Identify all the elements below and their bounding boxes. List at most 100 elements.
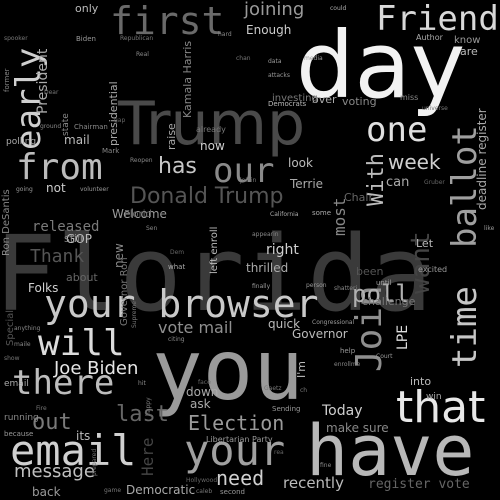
word-volunteer: volunteer [80,186,109,193]
word-presidential: presidential [107,81,120,146]
word-congressional: Congressional [312,319,355,326]
word-back: back [32,485,61,499]
word-libertarian-party: Libertarian Party [206,435,273,444]
word-could: could [330,5,347,12]
word-first: first [110,0,225,43]
word-will: will [38,323,125,364]
word-terrie: Terrie [290,177,324,191]
word-finally: finally [252,283,271,290]
word-right: right [266,242,299,258]
word-mail: mail [64,133,90,147]
word-what: what [168,263,186,271]
word-week: week [388,150,441,174]
word-enough: Enough [246,23,292,37]
word-have: have [306,410,475,492]
word-some: some [312,209,332,217]
word-donald-trump: Donald Trump [130,184,284,209]
word-now: now [200,139,225,153]
word-time: time [445,286,485,368]
word-out: out [32,410,72,435]
word-know: know [454,35,481,46]
word-message: message [14,461,95,482]
word-ch: ch [300,387,308,394]
word-into: into [410,375,432,388]
word-california: California [270,211,299,218]
word-anything: anything [14,325,41,332]
word-president: President [35,48,51,114]
word-shatteri: shatteri [334,285,358,292]
word-there: there [12,363,115,403]
word-polling: polling [6,137,37,147]
word-gaetz: Gaetz [264,385,282,392]
word-ron-desantis: Ron DeSantis [1,189,12,256]
word-republican: Republican [120,35,154,42]
word-chairman: Chairman [74,123,108,131]
word-florida: Florida [0,213,433,335]
word-author: Author [416,33,443,42]
word-investing: investing [272,93,318,104]
word-your-browser: your browser [44,282,319,326]
word-kamala-harris: Kamala Harris [181,40,194,118]
word-florid: Florid [124,209,152,220]
word-voting: voting [342,95,377,108]
word-citing: citing [168,336,185,343]
word-help: help [340,347,356,355]
word-let: Let [416,237,434,250]
word-gap: gap [114,117,126,124]
word-face: face [198,379,211,386]
word-email-2: email [4,379,29,389]
word-democrats: Democrats [268,100,307,108]
word-democratic: Democratic [126,483,196,497]
word-happy: happy [145,397,152,416]
word-still: still [64,232,84,245]
word-enrollme: enrollme [334,361,361,368]
word-your-2: your [184,426,286,475]
word-governor: Governor [292,327,348,341]
word-joinin: joinin [240,177,257,184]
word-second: second [220,488,245,496]
word-day: day [296,12,466,119]
word-caleb: caleb [196,488,213,495]
word-rea: rea [274,449,284,456]
word-spooker: spooker [4,35,28,42]
word-media: media [304,55,323,62]
word-person: person [306,282,327,289]
word-challenge: challenge [362,295,416,308]
word-raise: raise [165,123,178,150]
word-because: because [4,430,34,438]
word-fine: fine [320,462,332,469]
word-dem: Dem [170,249,185,256]
word-dear: Dear [44,89,59,96]
word-gop: GOP [66,232,92,246]
word-can: can [386,175,410,190]
word-sending: Sending [272,405,301,413]
word-gruber: Gruber [424,179,445,186]
word-down: down [186,385,219,399]
word-recently: recently [283,474,344,492]
word-chair: Chair [344,191,373,204]
word-win: win [426,392,442,402]
word-quick: quick [268,317,301,331]
word-welcome: Welcome [112,207,167,221]
word-friend: Friend [376,0,499,39]
word-thank: Thank [30,246,85,267]
word-running: running [4,413,39,423]
word-one: one [366,110,428,150]
word-mark: Mark [102,147,120,155]
word-like: like [484,225,495,232]
word-you: you [152,321,304,419]
word-already: already [196,125,226,134]
word-attacks: attacks [268,72,290,79]
word-excited: excited [418,265,448,274]
word-show: show [4,355,20,362]
word-folks: Folks [28,281,59,295]
word-joining: joining [244,0,305,20]
word-need: need [216,466,265,490]
word-chan: chan [236,55,251,62]
word-about: about [66,271,98,284]
word-im: I'm [295,361,308,378]
word-over: over [312,93,337,106]
word-appearin: appearin [252,231,279,238]
word-deadline-register: deadline register [475,108,489,210]
